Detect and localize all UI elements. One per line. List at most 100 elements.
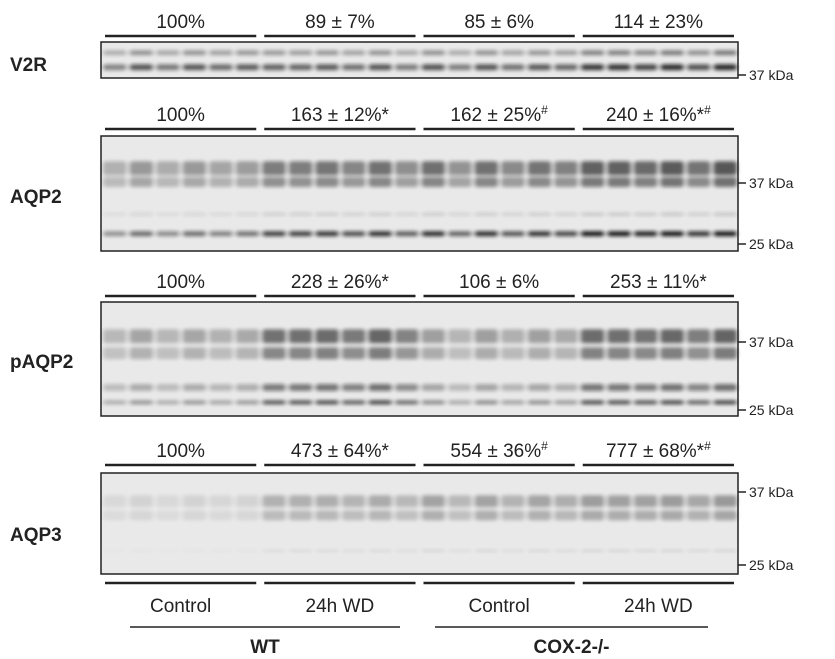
band xyxy=(501,400,525,404)
band xyxy=(581,329,605,343)
band xyxy=(103,384,127,391)
band xyxy=(475,177,499,187)
band xyxy=(501,550,525,552)
band xyxy=(581,213,605,216)
band xyxy=(687,161,711,175)
band xyxy=(130,347,154,359)
band xyxy=(713,495,737,507)
band xyxy=(687,495,711,507)
band xyxy=(501,347,525,359)
band xyxy=(660,161,684,175)
significance-mark: # xyxy=(704,103,711,117)
band xyxy=(713,510,737,520)
band xyxy=(422,64,446,70)
band xyxy=(183,161,207,175)
band xyxy=(315,50,339,55)
band xyxy=(528,213,552,216)
band xyxy=(634,231,658,236)
significance-mark: # xyxy=(541,439,548,453)
quantification: 100% xyxy=(156,12,205,33)
band xyxy=(130,231,154,236)
band xyxy=(713,213,737,216)
band xyxy=(607,384,631,391)
band xyxy=(634,213,658,216)
band xyxy=(342,231,366,236)
quantification-value: 100% xyxy=(156,12,205,33)
band xyxy=(422,510,446,520)
band xyxy=(262,161,286,175)
band xyxy=(581,347,605,359)
band xyxy=(713,384,737,391)
band xyxy=(448,161,472,175)
quantification-value: 473 ± 64%* xyxy=(291,441,390,462)
band xyxy=(368,329,392,343)
quantification: 114 ± 23% xyxy=(614,12,703,33)
band xyxy=(687,347,711,359)
band xyxy=(315,177,339,187)
band xyxy=(289,347,313,359)
band xyxy=(289,510,313,520)
band xyxy=(634,550,658,552)
band xyxy=(634,495,658,507)
band xyxy=(315,495,339,507)
band xyxy=(581,231,605,236)
band xyxy=(289,495,313,507)
band xyxy=(660,550,684,552)
band xyxy=(315,400,339,404)
genotype-label: COX-2-/- xyxy=(534,637,610,658)
band xyxy=(475,50,499,55)
quantification-value: 89 ± 7% xyxy=(305,12,375,33)
band xyxy=(262,213,286,216)
band xyxy=(183,510,207,520)
band xyxy=(660,400,684,404)
band xyxy=(368,347,392,359)
band xyxy=(554,510,578,520)
band xyxy=(395,177,419,187)
band xyxy=(156,64,180,70)
band xyxy=(422,347,446,359)
band xyxy=(475,400,499,404)
band xyxy=(342,50,366,55)
band xyxy=(156,347,180,359)
band xyxy=(448,177,472,187)
band xyxy=(209,384,233,391)
quantification: 240 ± 16%*# xyxy=(606,103,711,126)
band xyxy=(262,329,286,343)
band xyxy=(501,495,525,507)
band xyxy=(448,231,472,236)
band xyxy=(368,510,392,520)
quantification-value: 85 ± 6% xyxy=(464,12,534,33)
band xyxy=(422,231,446,236)
quantification-value: 106 ± 6% xyxy=(459,272,539,293)
band xyxy=(289,64,313,70)
band xyxy=(156,510,180,520)
band xyxy=(687,64,711,70)
band xyxy=(475,64,499,70)
band xyxy=(475,347,499,359)
band xyxy=(342,213,366,216)
band xyxy=(289,177,313,187)
band xyxy=(634,161,658,175)
band xyxy=(475,213,499,216)
band xyxy=(422,400,446,404)
band xyxy=(103,329,127,343)
band xyxy=(130,495,154,507)
band xyxy=(501,177,525,187)
band xyxy=(581,64,605,70)
band xyxy=(103,550,127,552)
band xyxy=(713,400,737,404)
band xyxy=(660,177,684,187)
band xyxy=(156,50,180,55)
band xyxy=(660,64,684,70)
band xyxy=(103,347,127,359)
band xyxy=(501,329,525,343)
band xyxy=(422,384,446,391)
band xyxy=(368,550,392,552)
band xyxy=(209,550,233,552)
band xyxy=(368,384,392,391)
band xyxy=(448,510,472,520)
band xyxy=(103,177,127,187)
band xyxy=(103,231,127,236)
genotype-label: WT xyxy=(250,637,280,658)
band xyxy=(528,329,552,343)
